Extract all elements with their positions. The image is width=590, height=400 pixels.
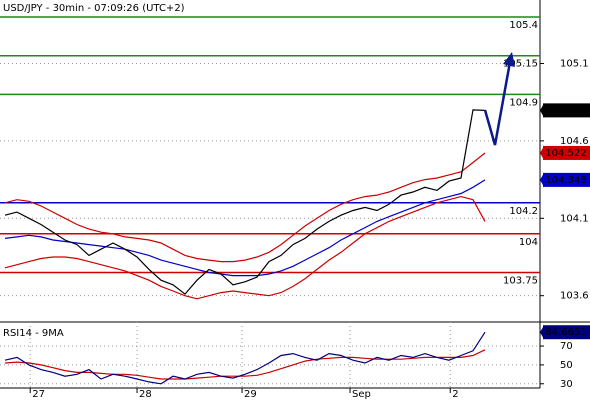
x-tick-label: 27	[32, 389, 45, 400]
y-tick-label: 104.6	[560, 136, 589, 147]
last-value-label: 104.348	[545, 175, 586, 186]
x-tick-label: 29	[244, 389, 257, 400]
plots: 103.6 104.1 104.6 105.1 105.4 105.15 104.9 104.…	[0, 16, 590, 400]
last-value-label: 104.522	[545, 148, 586, 159]
y-tick-label: 50	[560, 360, 573, 371]
arrow-head	[503, 52, 515, 67]
level-label: 104.2	[509, 206, 538, 217]
series-line	[4, 152, 486, 263]
series-line	[4, 109, 486, 295]
y-tick-label: 30	[560, 379, 573, 390]
x-tick-label: Sep	[352, 389, 371, 400]
level-label: 103.75	[503, 275, 538, 286]
series-line	[4, 179, 486, 277]
flag-pointer	[540, 103, 544, 118]
level-label: 105.4	[509, 20, 538, 31]
last-value-label: 104.797	[545, 105, 586, 116]
series-line	[4, 195, 486, 300]
x-tick-label: 28	[139, 389, 152, 400]
level-label: 105.15	[503, 59, 538, 70]
y-tick-label: 70	[560, 341, 573, 352]
y-tick-label: 104.1	[560, 213, 589, 224]
rsi-title: RSI14 - 9MA	[3, 328, 64, 339]
level-label: 104	[519, 237, 538, 248]
level-label: 104.9	[509, 97, 538, 108]
last-value-flag	[543, 325, 590, 340]
chart-title: USD/JPY - 30min - 07:09:26 (UTC+2)	[3, 3, 185, 14]
last-value-flag	[543, 145, 590, 160]
y-tick-label: 103.6	[560, 291, 589, 302]
x-tick-label: 2	[452, 389, 458, 400]
arrow-path	[483, 61, 512, 146]
projection-arrow	[483, 52, 515, 146]
series-line	[4, 331, 486, 385]
flag-pointer	[540, 325, 544, 340]
last-value-label: 84.6651	[545, 327, 586, 338]
last-value-flag	[543, 172, 590, 187]
series-line	[4, 349, 486, 380]
flag-pointer	[540, 172, 544, 187]
y-tick-label: 105.1	[560, 58, 589, 69]
flag-pointer	[540, 145, 544, 160]
last-value-flag	[543, 103, 590, 118]
